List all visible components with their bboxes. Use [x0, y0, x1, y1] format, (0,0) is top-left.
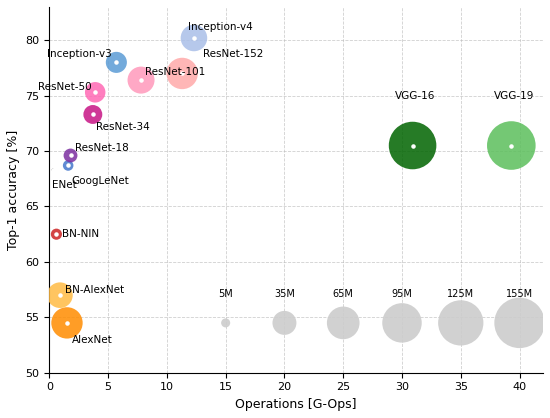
Point [52, 231, 61, 237]
Point [64, 162, 73, 169]
Point [64, 162, 73, 169]
Point [178, 70, 186, 77]
Point [63, 319, 72, 326]
Point [280, 319, 289, 326]
Text: 95M: 95M [392, 288, 412, 298]
Text: 35M: 35M [274, 288, 295, 298]
Text: 125M: 125M [447, 288, 474, 298]
Text: AlexNet: AlexNet [72, 334, 112, 344]
Point [63, 319, 72, 326]
Point [136, 77, 145, 84]
Y-axis label: Top-1 accuracy [%]: Top-1 accuracy [%] [7, 130, 20, 250]
Point [112, 59, 121, 66]
Text: ResNet-101: ResNet-101 [145, 67, 205, 77]
Text: 65M: 65M [333, 288, 354, 298]
Point [408, 142, 417, 149]
Text: Inception-v4: Inception-v4 [188, 22, 253, 32]
Point [66, 152, 75, 159]
Point [339, 319, 348, 326]
Text: Inception-v3: Inception-v3 [47, 48, 112, 59]
Text: 5M: 5M [218, 288, 233, 298]
Point [408, 142, 417, 149]
Point [190, 35, 199, 41]
Point [136, 77, 145, 84]
Point [221, 319, 230, 326]
Point [112, 59, 121, 66]
Point [56, 292, 64, 298]
Point [52, 231, 61, 237]
Point [178, 70, 186, 77]
Text: ResNet-18: ResNet-18 [75, 143, 128, 153]
Point [456, 319, 465, 326]
Point [66, 152, 75, 159]
Point [91, 89, 100, 96]
Text: BN-AlexNet: BN-AlexNet [65, 285, 124, 295]
Text: ENet: ENet [52, 181, 76, 191]
Text: VGG-16: VGG-16 [395, 91, 435, 101]
X-axis label: Operations [G-Ops]: Operations [G-Ops] [235, 398, 357, 411]
Point [89, 111, 97, 118]
Point [507, 142, 516, 149]
Text: ResNet-50: ResNet-50 [38, 82, 92, 92]
Point [515, 319, 524, 326]
Point [507, 142, 516, 149]
Text: GoogLeNet: GoogLeNet [71, 176, 129, 186]
Text: VGG-19: VGG-19 [494, 91, 534, 101]
Text: ResNet-34: ResNet-34 [96, 122, 150, 132]
Point [91, 89, 100, 96]
Text: ResNet-152: ResNet-152 [204, 48, 263, 59]
Point [48, 166, 57, 173]
Point [56, 292, 64, 298]
Text: 155M: 155M [506, 288, 533, 298]
Point [398, 319, 406, 326]
Point [89, 111, 97, 118]
Point [190, 35, 199, 41]
Text: BN-NIN: BN-NIN [62, 229, 99, 239]
Point [48, 166, 57, 173]
